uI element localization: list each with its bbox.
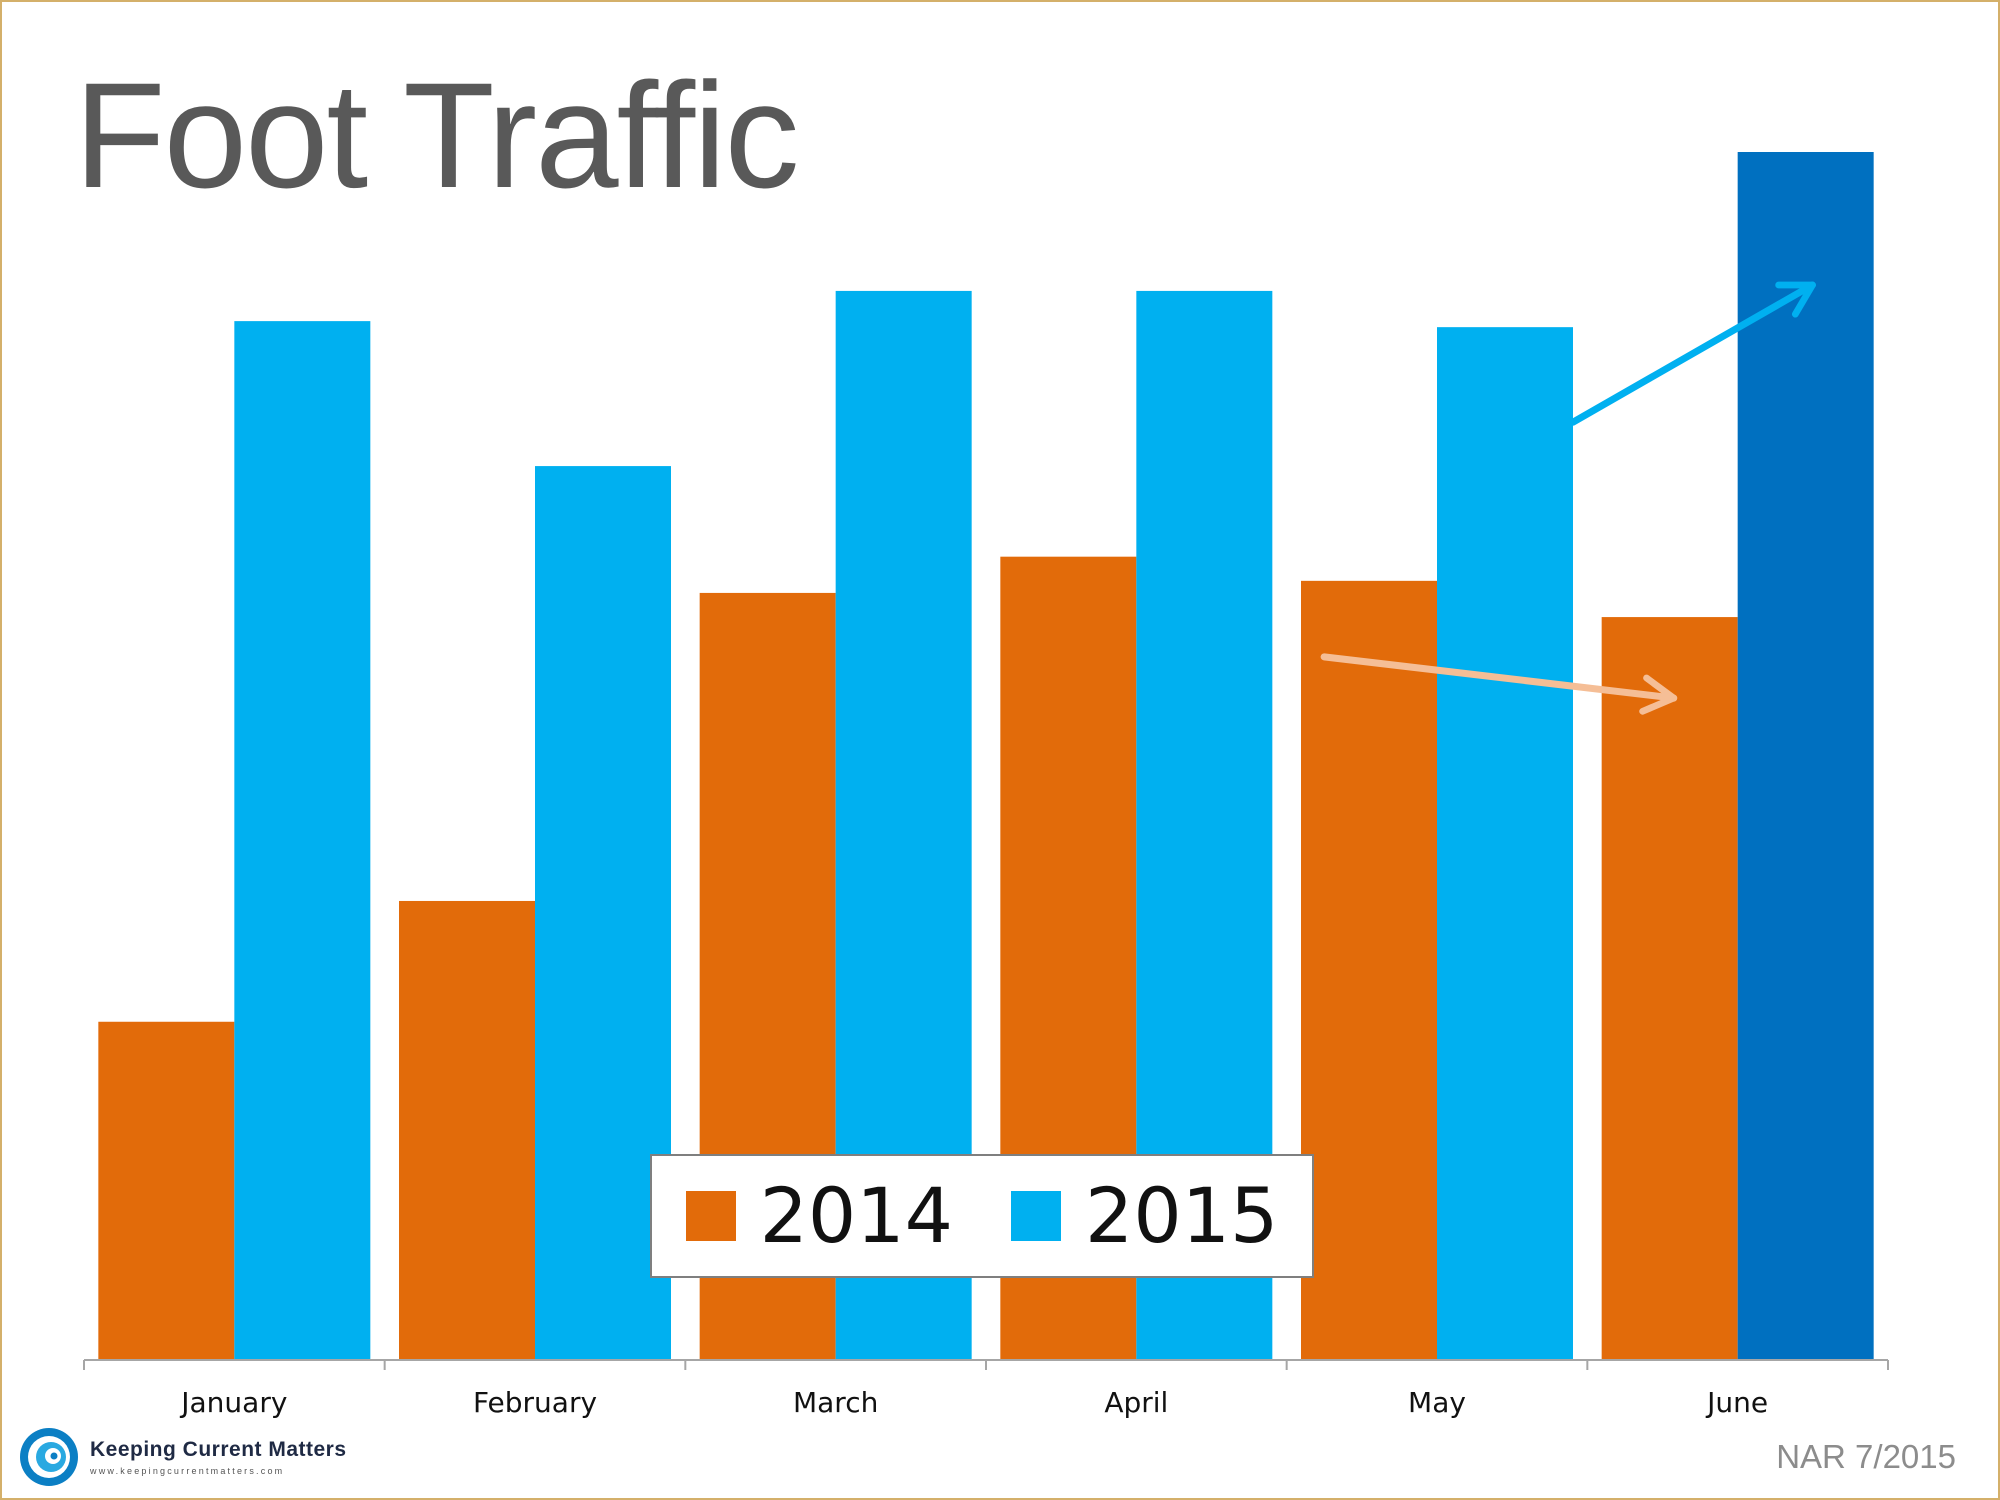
bar-2014-may xyxy=(1301,580,1437,1360)
chart-title: Foot Traffic xyxy=(74,51,800,219)
legend-item-2014: 2014 xyxy=(685,1171,953,1260)
legend-item-2015: 2015 xyxy=(1011,1178,1278,1254)
bar-2014-june xyxy=(1601,617,1738,1360)
bar-2014-january xyxy=(98,1021,235,1360)
chart-legend: 2014 2015 xyxy=(650,1154,1314,1278)
source-note: NAR 7/2015 xyxy=(1776,1438,1956,1475)
legend-label-2015: 2015 xyxy=(1085,1171,1279,1260)
company-logo: Keeping Current Matters www.keepingcurre… xyxy=(18,1426,347,1488)
bar-2015-february xyxy=(535,466,671,1361)
logo-url: www.keepingcurrentmatters.com xyxy=(90,1466,285,1476)
bar-2015-june xyxy=(1737,152,1874,1360)
x-tick-label-january: January xyxy=(179,1386,287,1419)
bar-2014-february xyxy=(399,900,535,1360)
swirl-logo-icon xyxy=(20,1428,78,1486)
x-tick-label-june: June xyxy=(1705,1386,1768,1419)
logo-name: Keeping Current Matters xyxy=(90,1438,347,1461)
trend-arrow-2015 xyxy=(1569,281,1816,426)
legend-swatch-2015 xyxy=(1011,1191,1061,1241)
trend-arrow-2014 xyxy=(1320,653,1678,715)
legend-swatch-2014 xyxy=(685,1191,736,1241)
x-tick-label-february: February xyxy=(473,1386,597,1419)
x-tick-label-may: May xyxy=(1408,1386,1466,1419)
legend-label-2014: 2014 xyxy=(759,1171,953,1260)
x-tick-label-march: March xyxy=(793,1386,878,1419)
bar-2015-may xyxy=(1437,327,1573,1360)
x-tick-label-april: April xyxy=(1104,1386,1168,1419)
bar-2015-january xyxy=(234,321,371,1360)
